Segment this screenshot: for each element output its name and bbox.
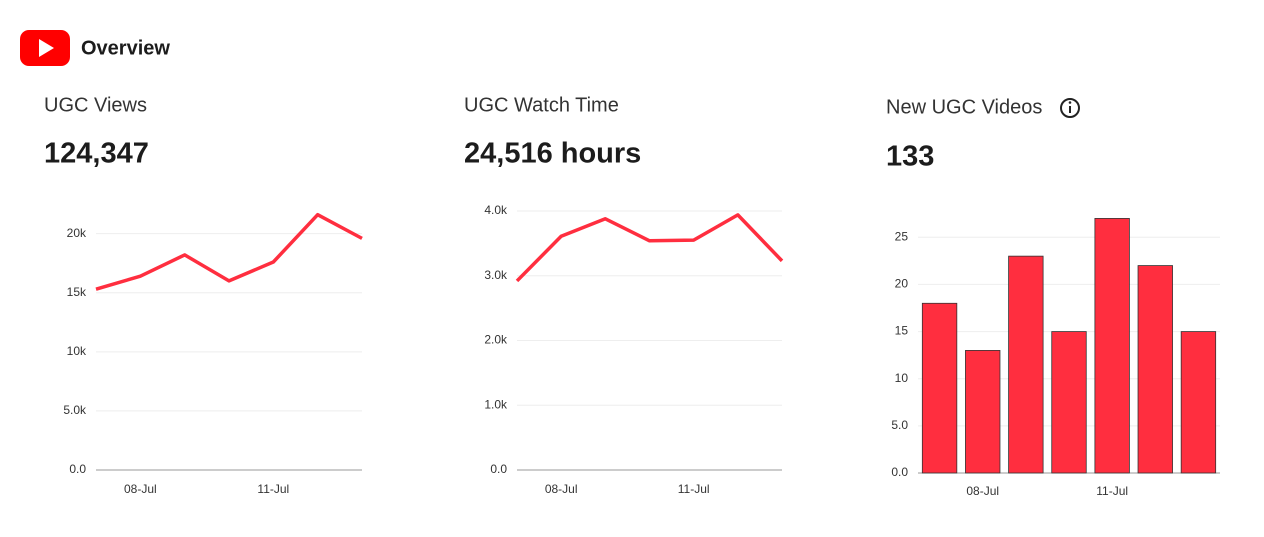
y-tick-label: 10k bbox=[67, 344, 87, 358]
line-series bbox=[95, 212, 363, 291]
bar bbox=[1008, 255, 1044, 474]
logo-play bbox=[39, 39, 54, 57]
y-tick-label: 15 bbox=[895, 324, 909, 338]
line-series bbox=[515, 213, 784, 283]
bar bbox=[1180, 331, 1217, 474]
x-tick-label: 08-Jul bbox=[124, 482, 157, 496]
bar bbox=[1094, 218, 1130, 474]
page-title: Overview bbox=[81, 37, 170, 59]
y-tick-label: 10 bbox=[895, 371, 909, 385]
y-tick-label: 4.0k bbox=[484, 203, 508, 217]
chart-title: UGC Views bbox=[44, 94, 147, 116]
kpi-value: 24,516 hours bbox=[464, 138, 641, 170]
bar bbox=[921, 302, 958, 474]
chart-title: UGC Watch Time bbox=[464, 94, 619, 116]
y-tick-label: 0.0 bbox=[69, 462, 86, 476]
x-tick-label: 08-Jul bbox=[966, 484, 999, 498]
y-tick-label: 20 bbox=[895, 277, 909, 291]
y-tick-label: 25 bbox=[895, 229, 909, 243]
info-icon[interactable] bbox=[1060, 98, 1080, 118]
y-tick-label: 0.0 bbox=[490, 462, 507, 476]
y-tick-label: 0.0 bbox=[891, 465, 908, 479]
x-tick-label: 08-Jul bbox=[545, 482, 578, 496]
bar bbox=[1051, 331, 1087, 474]
chart-title: New UGC Videos bbox=[886, 96, 1042, 118]
x-tick-label: 11-Jul bbox=[678, 482, 710, 496]
y-tick-label: 2.0k bbox=[484, 333, 508, 347]
kpi-value: 133 bbox=[886, 141, 934, 173]
bar bbox=[1137, 265, 1173, 474]
x-tick-label: 11-Jul bbox=[257, 482, 289, 496]
y-tick-label: 3.0k bbox=[484, 268, 508, 282]
bar bbox=[965, 350, 1001, 474]
y-tick-label: 5.0k bbox=[63, 403, 87, 417]
y-tick-label: 5.0 bbox=[891, 418, 908, 432]
x-tick-label: 11-Jul bbox=[1096, 484, 1128, 498]
y-tick-label: 15k bbox=[67, 285, 87, 299]
kpi-value: 124,347 bbox=[44, 138, 149, 170]
y-tick-label: 20k bbox=[67, 226, 87, 240]
y-tick-label: 1.0k bbox=[484, 397, 508, 411]
